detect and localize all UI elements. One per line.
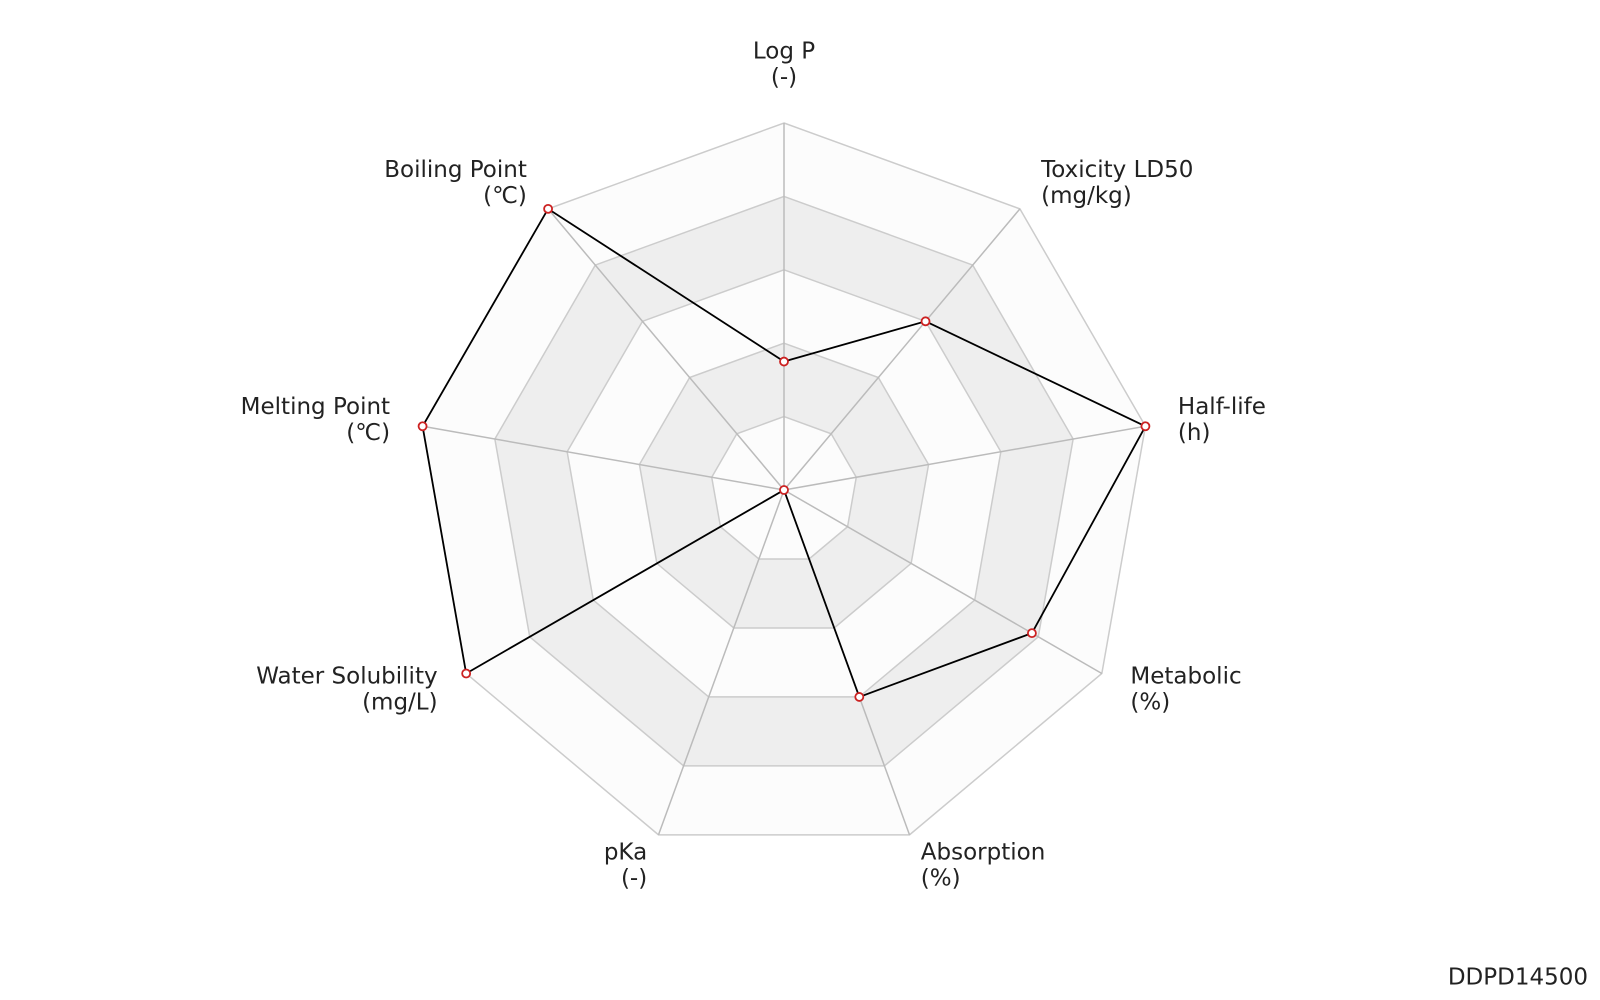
axis-unit: (℃): [483, 183, 527, 209]
axis-unit: (℃): [346, 420, 390, 446]
data-point: [461, 668, 472, 679]
axis-spoke: [657, 489, 785, 836]
data-point: [920, 316, 931, 327]
axis-spoke: [783, 489, 1103, 675]
watermark: DDPD14500: [1448, 965, 1588, 991]
axis-label: Water Solubility: [256, 664, 437, 690]
axis-unit: (%): [921, 865, 961, 891]
data-line: [421, 207, 1147, 699]
data-point: [779, 485, 789, 495]
axis-label: Half-life: [1178, 394, 1266, 420]
axis-spoke: [783, 208, 1021, 491]
axis-label: Melting Point: [241, 394, 390, 420]
axis-label: Boiling Point: [384, 157, 527, 183]
axis-spoke: [547, 208, 785, 491]
axis-label: Absorption: [921, 839, 1046, 865]
data-point: [543, 203, 553, 214]
axis-unit: (-): [621, 865, 647, 891]
axis-unit: (h): [1178, 420, 1211, 446]
axis-label: Log P: [753, 39, 815, 65]
axis-spoke: [422, 425, 785, 491]
axis-unit: (%): [1130, 690, 1170, 716]
data-point: [417, 421, 428, 432]
data-point: [1027, 628, 1037, 639]
axis-label: Toxicity LD50: [1040, 157, 1193, 183]
data-point: [854, 692, 865, 702]
data-point: [1140, 421, 1151, 432]
axis-label: Metabolic: [1130, 664, 1241, 690]
data-point: [779, 356, 789, 367]
axis-label: pKa: [604, 839, 647, 865]
axis-unit: (mg/kg): [1041, 183, 1132, 209]
axis-unit: (-): [771, 65, 797, 91]
axis-spoke: [783, 425, 1146, 491]
axis-unit: (mg/L): [362, 690, 438, 716]
